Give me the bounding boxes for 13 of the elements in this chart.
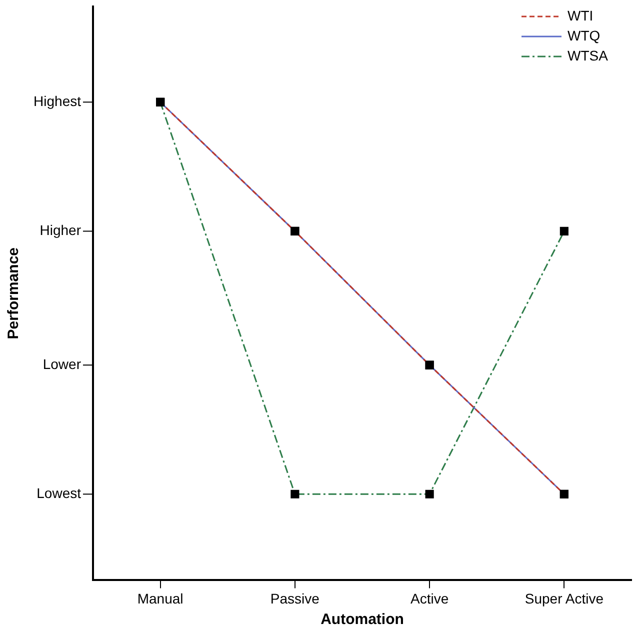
text: Lower	[42, 356, 82, 372]
x-tick-label: Super Active	[524, 590, 604, 606]
x-tick-label: Manual	[137, 590, 184, 606]
x-axis-title: Automation	[320, 611, 404, 628]
x-tick-label: Active	[410, 590, 449, 606]
legend-label: WTI	[568, 7, 594, 24]
legend-label: WTQ	[568, 27, 600, 44]
text: Highest	[34, 92, 82, 109]
y-axis-title: Performance	[5, 247, 22, 340]
text: Lowest	[36, 485, 82, 502]
text: Higher	[40, 222, 82, 238]
x-tick-label: Passive	[270, 590, 320, 606]
legend-label: WTSA	[568, 47, 609, 64]
